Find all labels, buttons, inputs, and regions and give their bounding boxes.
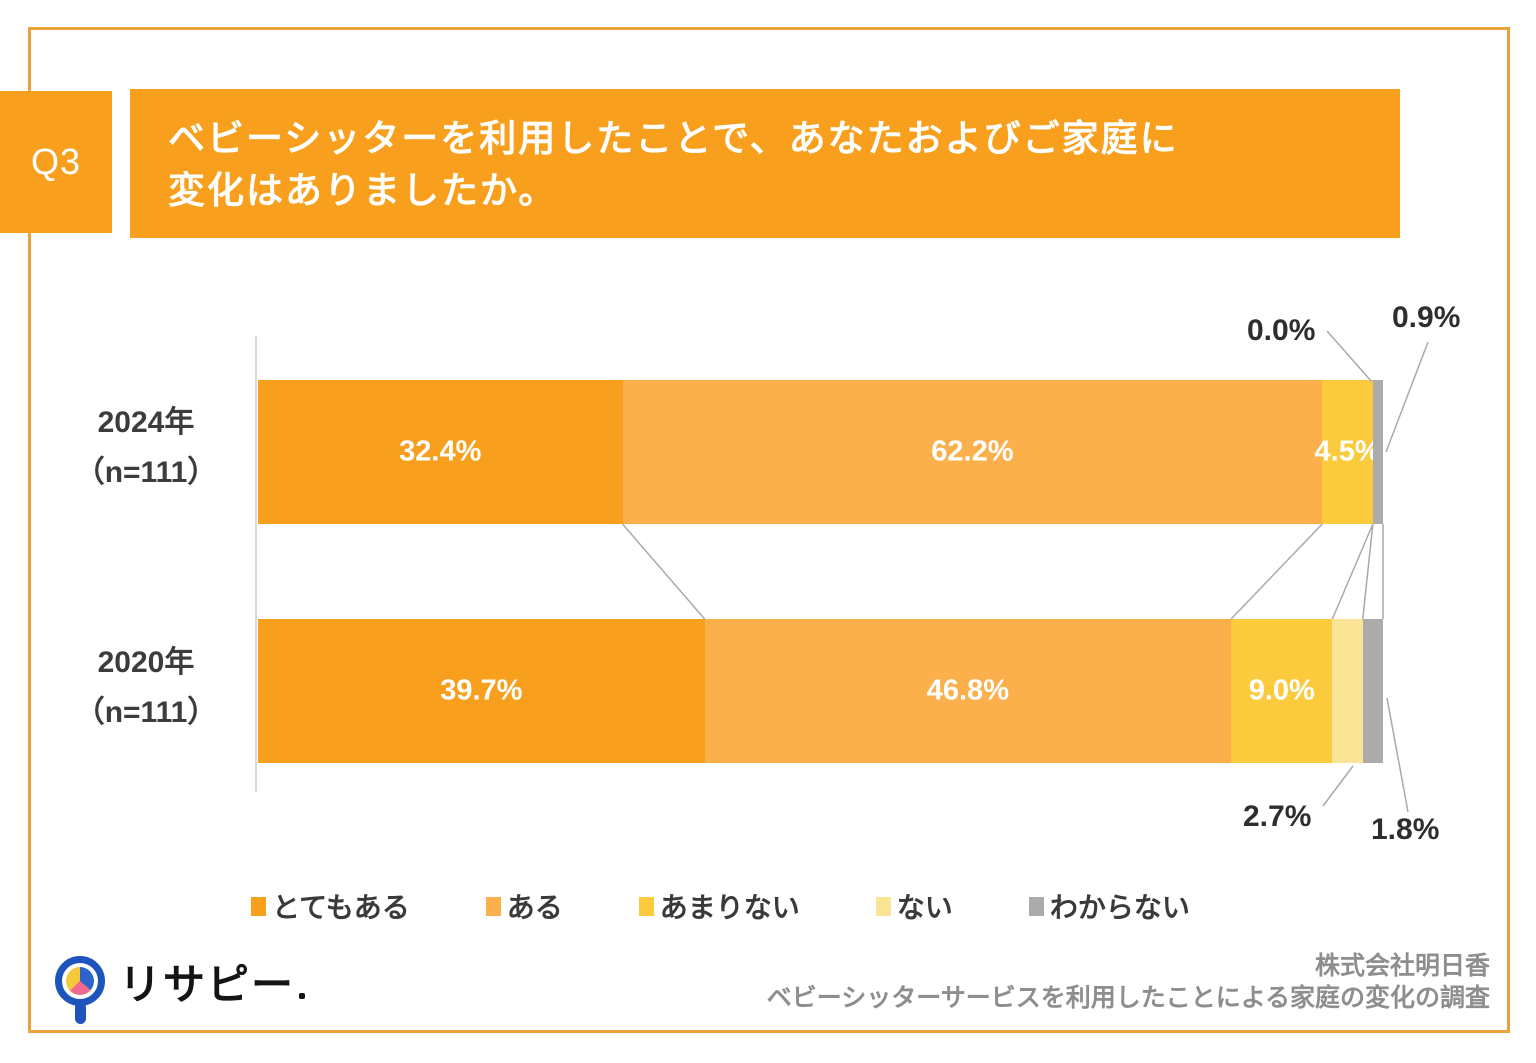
- logo-text: リサピー: [119, 961, 296, 1008]
- bar-segment-ある: [704, 619, 1232, 763]
- legend-swatch: [875, 896, 891, 916]
- bar-value-label: 32.4%: [399, 435, 482, 468]
- credit-block: 株式会社明日香 ベビーシッターサービスを利用したことによる家庭の変化の調査: [767, 950, 1490, 1014]
- stacked-bar-2020: 39.7% 46.8% 9.0%: [258, 619, 1383, 763]
- pie-chart-glyph: [66, 967, 94, 995]
- page-border-frame: [28, 27, 1510, 1033]
- stacked-bar-2024: 32.4% 62.2% 4.5%: [258, 380, 1383, 524]
- magnifier-handle: [75, 1002, 86, 1024]
- legend-label: わからない: [1049, 892, 1190, 923]
- bar-segment-ある: [622, 380, 1323, 524]
- category-year: 2020年: [97, 646, 195, 679]
- legend-label: ある: [506, 892, 563, 923]
- question-title-line2: 変化はありましたか。: [168, 170, 558, 211]
- legend-label: とてもある: [272, 892, 410, 923]
- question-title-line1: ベビーシッターを利用したことで、あなたおよびご家庭に: [168, 118, 1179, 159]
- legend-swatch: [485, 896, 501, 916]
- logo-wordmark: リサピー: [119, 954, 306, 1016]
- risapi-logo: リサピー: [55, 954, 306, 1024]
- legend-swatch: [638, 896, 654, 916]
- legend-item-わからない: わからない: [1028, 886, 1190, 926]
- bar-segment-とてもある: [258, 380, 623, 524]
- legend-item-とてもある: とてもある: [251, 886, 410, 926]
- category-sample-size: （n=111）: [74, 456, 218, 489]
- category-year: 2024年: [97, 406, 195, 439]
- question-number-badge: Q3: [0, 91, 112, 233]
- bar-value-label: 39.7%: [440, 674, 523, 707]
- survey-title: ベビーシッターサービスを利用したことによる家庭の変化の調査: [766, 984, 1490, 1012]
- logo-period-dot: [299, 993, 306, 999]
- callout-2024-nai: 0.0%: [1247, 314, 1316, 347]
- legend-item-ある: ある: [485, 886, 563, 926]
- legend-item-あまりない: あまりない: [638, 886, 800, 926]
- legend: とてもある ある あまりない ない わからない: [251, 886, 1190, 926]
- bar-segment-わからない: [1362, 619, 1383, 763]
- callout-2020-wakaranai: 1.8%: [1371, 813, 1440, 846]
- question-title-banner: ベビーシッターを利用したことで、あなたおよびご家庭に 変化はありましたか。: [130, 89, 1400, 238]
- category-label-2020: 2020年 （n=111）: [36, 638, 256, 738]
- legend-label: あまりない: [659, 892, 800, 923]
- bar-value-label: 4.5%: [1314, 435, 1381, 468]
- chart-axis-line: [255, 336, 257, 792]
- legend-label: ない: [896, 892, 953, 923]
- legend-swatch: [251, 896, 266, 916]
- company-name: 株式会社明日香: [1314, 952, 1490, 980]
- legend-item-ない: ない: [875, 886, 953, 926]
- bar-segment-ない: [1332, 619, 1363, 763]
- bar-segment-あまりない: [1322, 380, 1373, 524]
- bar-segment-とてもある: [258, 619, 705, 763]
- question-number: Q3: [30, 141, 82, 182]
- callout-2024-wakaranai: 0.9%: [1392, 301, 1461, 334]
- category-sample-size: （n=111）: [74, 696, 218, 729]
- callout-2020-nai: 2.7%: [1243, 800, 1312, 833]
- legend-swatch: [1028, 896, 1044, 916]
- bar-segment-わからない: [1372, 380, 1383, 524]
- category-label-2024: 2024年 （n=111）: [36, 398, 256, 498]
- bar-value-label: 9.0%: [1248, 674, 1315, 707]
- magnifier-pie-icon: [55, 954, 105, 1024]
- bar-value-label: 62.2%: [931, 435, 1014, 468]
- bar-value-label: 46.8%: [926, 674, 1009, 707]
- bar-segment-あまりない: [1231, 619, 1333, 763]
